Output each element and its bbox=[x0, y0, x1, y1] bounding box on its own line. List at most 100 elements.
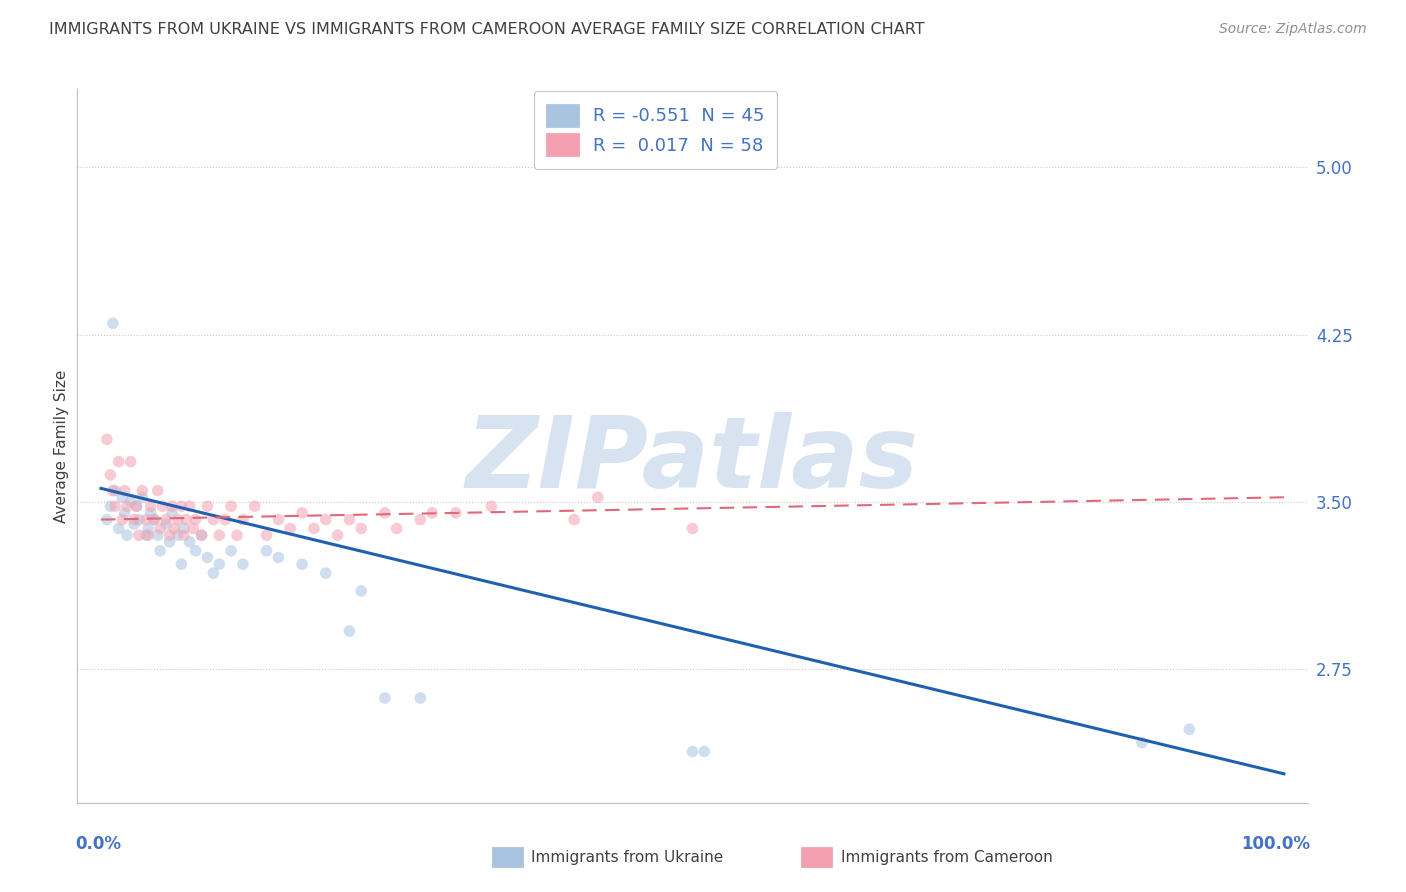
Point bbox=[232, 557, 254, 571]
Point bbox=[202, 566, 225, 581]
Point bbox=[120, 494, 142, 508]
Point bbox=[682, 521, 704, 535]
Text: Source: ZipAtlas.com: Source: ZipAtlas.com bbox=[1219, 22, 1367, 37]
Point bbox=[181, 521, 204, 535]
Point bbox=[135, 512, 157, 526]
Point bbox=[104, 500, 127, 514]
Point bbox=[107, 455, 129, 469]
Point bbox=[100, 500, 122, 514]
Point bbox=[100, 467, 122, 482]
Point bbox=[104, 483, 127, 498]
Point bbox=[315, 566, 337, 581]
Point bbox=[122, 517, 145, 532]
Point bbox=[167, 512, 190, 526]
Point bbox=[179, 500, 201, 514]
Point bbox=[1178, 723, 1201, 737]
Point bbox=[190, 528, 212, 542]
Point bbox=[155, 512, 177, 526]
Point bbox=[146, 483, 169, 498]
Point bbox=[202, 512, 225, 526]
Point bbox=[339, 624, 361, 639]
Point bbox=[219, 544, 242, 558]
Point bbox=[208, 528, 231, 542]
Point bbox=[139, 506, 162, 520]
Point bbox=[179, 534, 201, 549]
Point bbox=[107, 521, 129, 535]
Point bbox=[267, 550, 290, 565]
Point bbox=[291, 506, 314, 520]
Point bbox=[174, 512, 197, 526]
Point bbox=[131, 483, 153, 498]
Point bbox=[114, 483, 136, 498]
Point bbox=[136, 528, 159, 542]
Point bbox=[160, 500, 183, 514]
Point bbox=[267, 512, 290, 526]
Point bbox=[136, 521, 159, 535]
Point bbox=[111, 512, 134, 526]
Point bbox=[339, 512, 361, 526]
Text: IMMIGRANTS FROM UKRAINE VS IMMIGRANTS FROM CAMEROON AVERAGE FAMILY SIZE CORRELAT: IMMIGRANTS FROM UKRAINE VS IMMIGRANTS FR… bbox=[49, 22, 925, 37]
Point bbox=[159, 528, 181, 542]
Point bbox=[173, 521, 195, 535]
Point bbox=[173, 528, 195, 542]
Point bbox=[143, 512, 166, 526]
Text: 100.0%: 100.0% bbox=[1241, 835, 1310, 853]
Point bbox=[315, 512, 337, 526]
Point bbox=[115, 500, 138, 514]
Point bbox=[146, 528, 169, 542]
Text: 0.0%: 0.0% bbox=[75, 835, 121, 853]
Point bbox=[374, 506, 396, 520]
Point bbox=[114, 506, 136, 520]
Point bbox=[444, 506, 467, 520]
Point bbox=[1130, 735, 1153, 749]
Point bbox=[128, 512, 150, 526]
Point bbox=[256, 544, 278, 558]
Point bbox=[115, 528, 138, 542]
Point bbox=[232, 512, 254, 526]
Point bbox=[208, 557, 231, 571]
Point bbox=[693, 744, 716, 758]
Point bbox=[120, 455, 142, 469]
Point bbox=[101, 483, 124, 498]
Point bbox=[214, 512, 236, 526]
Text: ZIPatlas: ZIPatlas bbox=[465, 412, 920, 508]
Point bbox=[149, 544, 172, 558]
Point bbox=[302, 521, 325, 535]
Point bbox=[96, 512, 118, 526]
Point bbox=[167, 528, 190, 542]
Text: Immigrants from Cameroon: Immigrants from Cameroon bbox=[841, 850, 1053, 864]
Point bbox=[409, 512, 432, 526]
Point bbox=[170, 557, 193, 571]
Point bbox=[139, 500, 162, 514]
Point bbox=[159, 534, 181, 549]
Point bbox=[128, 528, 150, 542]
Point bbox=[326, 528, 349, 542]
Point bbox=[409, 690, 432, 705]
Point bbox=[184, 544, 207, 558]
Text: Immigrants from Ukraine: Immigrants from Ukraine bbox=[531, 850, 724, 864]
Point bbox=[125, 500, 148, 514]
Point bbox=[122, 512, 145, 526]
Point bbox=[562, 512, 585, 526]
Point bbox=[125, 500, 148, 514]
Point bbox=[256, 528, 278, 542]
Point bbox=[479, 500, 502, 514]
Point bbox=[374, 690, 396, 705]
Point bbox=[101, 317, 124, 331]
Point bbox=[143, 512, 166, 526]
Point bbox=[131, 490, 153, 504]
Point bbox=[184, 512, 207, 526]
Y-axis label: Average Family Size: Average Family Size bbox=[53, 369, 69, 523]
Point bbox=[291, 557, 314, 571]
Point bbox=[152, 500, 174, 514]
Point bbox=[420, 506, 443, 520]
Point bbox=[135, 528, 157, 542]
Point bbox=[190, 528, 212, 542]
Point bbox=[219, 500, 242, 514]
Point bbox=[682, 744, 704, 758]
Point bbox=[243, 500, 266, 514]
Point bbox=[197, 500, 219, 514]
Point bbox=[350, 521, 373, 535]
Point bbox=[149, 521, 172, 535]
Point bbox=[385, 521, 408, 535]
